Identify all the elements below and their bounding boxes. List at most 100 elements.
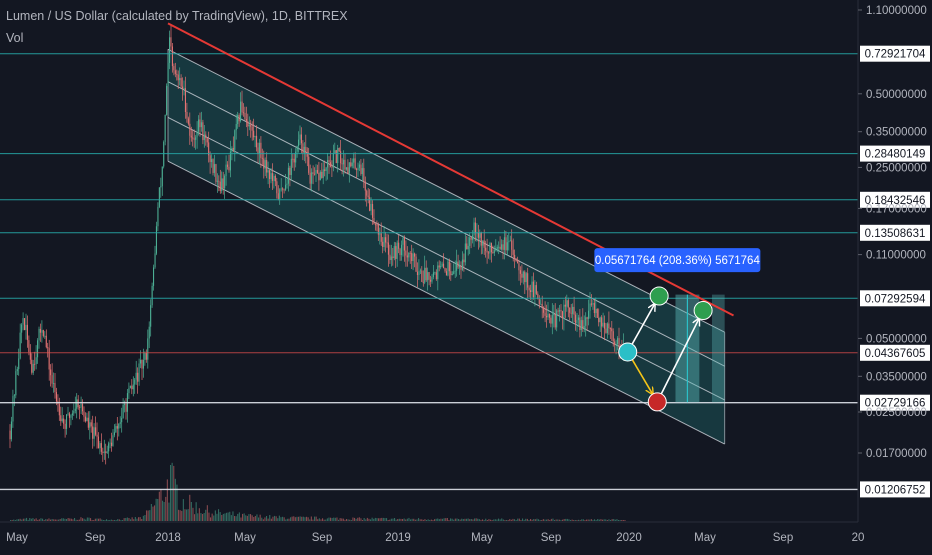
volume-bar — [323, 519, 325, 521]
candle-body — [245, 119, 247, 122]
volume-bar — [309, 519, 311, 521]
candle-body — [103, 451, 105, 453]
candle-body — [198, 119, 200, 132]
volume-bar — [312, 519, 314, 521]
candle-body — [416, 271, 418, 275]
candle-body — [19, 332, 21, 359]
candle-body — [554, 314, 556, 328]
candle-body — [582, 320, 584, 329]
volume-bar — [146, 510, 148, 521]
candle-body — [357, 167, 359, 171]
volume-bar — [96, 518, 98, 521]
candle-body — [232, 148, 234, 150]
candle-body — [602, 322, 604, 327]
volume-bar — [114, 520, 116, 521]
candle-body — [383, 237, 385, 247]
volume-bar — [512, 518, 514, 521]
volume-bar — [283, 517, 285, 521]
volume-bar — [547, 519, 549, 521]
volume-bar — [355, 518, 357, 521]
volume-bar — [237, 513, 239, 521]
volume-bar — [107, 520, 109, 521]
volume-bar — [294, 517, 296, 521]
volume-bar — [566, 518, 568, 521]
volume-bar — [133, 519, 135, 521]
volume-bar — [155, 498, 157, 521]
candle-body — [135, 372, 137, 380]
volume-bar — [304, 517, 306, 521]
candle-body — [459, 265, 461, 268]
volume-bar — [254, 516, 256, 521]
candle-body — [274, 175, 276, 182]
candle-body — [44, 335, 46, 337]
candle-body — [200, 122, 202, 128]
volume-bar — [469, 519, 471, 521]
candle-body — [193, 138, 195, 140]
volume-bar — [509, 519, 511, 521]
volume-bar — [331, 518, 333, 521]
candle-body — [87, 417, 89, 428]
time-tick-label: Sep — [541, 532, 561, 544]
candle-body — [419, 270, 421, 272]
volume-bar — [403, 518, 405, 521]
volume-bar — [163, 502, 165, 521]
volume-bar — [597, 519, 599, 521]
candle-body — [148, 326, 150, 339]
volume-bar — [264, 517, 266, 521]
candle-body — [364, 181, 366, 191]
candle-body — [392, 256, 394, 259]
volume-bar — [619, 520, 621, 521]
candle-body — [183, 88, 185, 90]
candle-body — [16, 369, 18, 372]
candle-body — [535, 285, 537, 294]
volume-bar — [194, 514, 196, 521]
volume-bar — [211, 513, 213, 521]
volume-bar — [574, 520, 576, 521]
volume-bar — [50, 519, 52, 521]
volume-bar — [573, 520, 575, 521]
candle-body — [604, 322, 606, 329]
candle-body — [344, 159, 346, 170]
candle-body — [83, 411, 85, 417]
candle-body — [208, 142, 210, 156]
volume-bar — [27, 519, 29, 521]
volume-bar — [530, 519, 532, 521]
candle-body — [356, 168, 358, 171]
candle-body — [366, 190, 368, 196]
volume-bar — [446, 518, 448, 521]
candle-body — [374, 224, 376, 226]
volume-bar — [546, 519, 548, 521]
volume-bar — [240, 517, 242, 521]
candle-body — [514, 254, 516, 259]
candle-body — [31, 359, 33, 373]
candle-body — [502, 244, 504, 250]
volume-bar — [490, 519, 492, 521]
candle-body — [305, 146, 307, 153]
volume-bar — [262, 519, 264, 521]
candle-body — [261, 157, 263, 159]
candle-body — [424, 267, 426, 283]
candle-body — [250, 124, 252, 127]
time-axis: May Sep 2018 May Sep 2019 May Sep 2020 May Sep 20 — [0, 521, 864, 544]
volume-bar — [291, 516, 293, 521]
candle-body — [599, 317, 601, 323]
volume-bar — [320, 519, 322, 521]
volume-bar — [229, 511, 231, 521]
candle-body — [267, 170, 269, 173]
candle-body — [182, 86, 184, 90]
volume-bar — [86, 517, 88, 521]
volume-bar — [387, 520, 389, 521]
candle-body — [615, 343, 617, 345]
volume-bar — [38, 519, 40, 521]
volume-bar — [437, 518, 439, 521]
volume-bar — [554, 520, 556, 521]
candle-body — [228, 166, 230, 171]
candle-body — [329, 162, 331, 167]
candle-body — [60, 415, 62, 422]
volume-bar — [280, 517, 282, 521]
candle-body — [192, 137, 194, 139]
volume-bar — [410, 519, 412, 521]
candle-body — [169, 37, 171, 63]
